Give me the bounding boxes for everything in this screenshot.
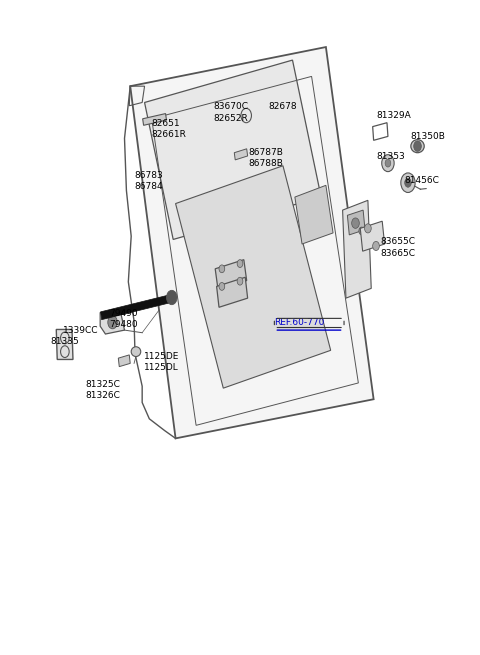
Polygon shape <box>176 166 331 388</box>
Circle shape <box>401 173 415 193</box>
Polygon shape <box>143 113 167 125</box>
Text: 1125DE: 1125DE <box>144 352 179 362</box>
Circle shape <box>364 224 371 233</box>
Circle shape <box>359 227 364 235</box>
Text: 81353: 81353 <box>376 152 405 161</box>
Polygon shape <box>343 200 371 298</box>
Text: 81325C: 81325C <box>85 380 120 388</box>
Circle shape <box>167 290 177 305</box>
Text: 86787B: 86787B <box>249 148 284 157</box>
Text: 82678: 82678 <box>269 102 297 111</box>
Text: 81329A: 81329A <box>376 111 411 120</box>
Circle shape <box>352 218 360 229</box>
Polygon shape <box>348 210 365 235</box>
Text: 81335: 81335 <box>50 337 79 346</box>
Circle shape <box>414 141 421 151</box>
Polygon shape <box>215 259 247 290</box>
Circle shape <box>108 316 117 329</box>
Text: 81326C: 81326C <box>85 391 120 400</box>
Ellipse shape <box>411 140 424 153</box>
Circle shape <box>219 265 225 272</box>
Text: 83670C: 83670C <box>214 102 249 111</box>
Text: 81456C: 81456C <box>405 176 440 185</box>
Circle shape <box>385 159 391 167</box>
Polygon shape <box>130 47 373 438</box>
Text: REF.60-770: REF.60-770 <box>275 318 325 328</box>
Text: 79480: 79480 <box>109 320 137 329</box>
Polygon shape <box>295 185 333 244</box>
Circle shape <box>237 277 243 285</box>
Text: 1339CC: 1339CC <box>63 326 99 335</box>
Text: 86788B: 86788B <box>249 159 284 168</box>
Text: 81350B: 81350B <box>411 132 446 141</box>
Polygon shape <box>216 277 248 307</box>
Polygon shape <box>101 293 176 320</box>
Circle shape <box>382 155 394 172</box>
Polygon shape <box>360 221 384 251</box>
Circle shape <box>237 259 243 267</box>
Text: 83655C: 83655C <box>381 238 416 246</box>
Circle shape <box>219 282 225 290</box>
Polygon shape <box>144 60 321 240</box>
Text: 86783: 86783 <box>134 171 163 180</box>
Text: 79490: 79490 <box>109 309 137 318</box>
Polygon shape <box>118 355 130 367</box>
Polygon shape <box>100 312 124 334</box>
Ellipse shape <box>131 346 141 356</box>
Polygon shape <box>56 329 73 360</box>
Text: 82651: 82651 <box>152 119 180 128</box>
Text: 82661R: 82661R <box>152 130 187 139</box>
Text: 86784: 86784 <box>134 182 163 191</box>
Circle shape <box>372 242 379 251</box>
Text: 83665C: 83665C <box>381 249 416 257</box>
Text: 1125DL: 1125DL <box>144 364 179 373</box>
Text: 82652R: 82652R <box>214 113 249 122</box>
Circle shape <box>405 178 411 187</box>
Polygon shape <box>234 149 248 160</box>
